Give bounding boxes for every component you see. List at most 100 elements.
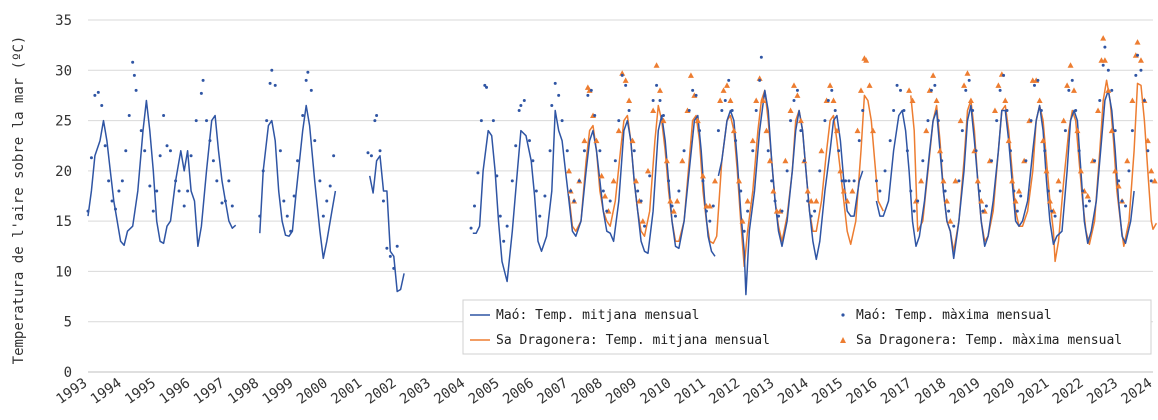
data-point-ma-temp-m-xima-mensual — [1110, 88, 1114, 92]
data-point-ma-temp-m-xima-mensual — [155, 189, 159, 193]
data-point-ma-temp-m-xima-mensual — [691, 88, 695, 92]
legend-box — [462, 299, 1152, 355]
data-point-ma-temp-m-xima-mensual — [375, 114, 379, 118]
data-point-ma-temp-m-xima-mensual — [1113, 129, 1117, 133]
data-point-ma-temp-m-xima-mensual — [565, 149, 569, 153]
data-point-ma-temp-m-xima-mensual — [205, 119, 209, 123]
data-point-ma-temp-m-xima-mensual — [708, 219, 712, 223]
data-point-ma-temp-m-xima-mensual — [902, 109, 906, 113]
data-point-ma-temp-m-xima-mensual — [981, 209, 985, 213]
data-point-ma-temp-m-xima-mensual — [912, 209, 916, 213]
data-point-sa-dragonera-temp-m-xima-mensual — [1070, 87, 1077, 93]
legend-swatch-mao-max — [841, 313, 845, 317]
data-point-ma-temp-m-xima-mensual — [878, 189, 882, 193]
data-point-ma-temp-m-xima-mensual — [485, 85, 489, 89]
data-point-ma-temp-m-xima-mensual — [211, 159, 215, 163]
x-tick-label: 1999 — [260, 375, 297, 407]
data-point-ma-temp-m-xima-mensual — [1146, 149, 1150, 153]
data-point-ma-temp-m-xima-mensual — [476, 171, 480, 175]
data-point-ma-temp-m-xima-mensual — [1142, 98, 1146, 102]
data-point-ma-temp-m-xima-mensual — [1103, 45, 1107, 49]
data-point-sa-dragonera-temp-m-xima-mensual — [663, 157, 670, 164]
data-point-sa-dragonera-temp-m-xima-mensual — [653, 62, 660, 68]
data-point-ma-temp-m-xima-mensual — [1043, 149, 1047, 153]
data-point-ma-temp-m-xima-mensual — [734, 139, 738, 143]
data-point-sa-dragonera-temp-m-xima-mensual — [937, 147, 943, 154]
legend-label-dragonera-max: Sa Dragonera: Temp. màxima mensual — [856, 333, 1122, 348]
data-point-ma-temp-m-xima-mensual — [1024, 159, 1028, 163]
data-point-sa-dragonera-temp-m-xima-mensual — [766, 157, 773, 164]
data-point-ma-temp-m-xima-mensual — [658, 98, 662, 102]
legend: Maó: Temp. mitjana mensual Maó: Temp. mà… — [462, 299, 1152, 355]
data-point-ma-temp-m-xima-mensual — [1053, 214, 1057, 218]
data-point-ma-temp-m-xima-mensual — [304, 78, 308, 82]
data-point-ma-temp-m-xima-mensual — [799, 129, 803, 133]
data-point-ma-temp-m-xima-mensual — [847, 179, 851, 183]
data-point-ma-temp-m-xima-mensual — [742, 229, 746, 233]
data-point-ma-temp-m-xima-mensual — [593, 114, 597, 118]
data-point-sa-dragonera-temp-m-xima-mensual — [961, 82, 968, 88]
data-point-sa-dragonera-temp-m-xima-mensual — [849, 187, 856, 194]
x-tick-label: 2023 — [1084, 375, 1121, 407]
data-point-sa-dragonera-temp-m-xima-mensual — [863, 57, 870, 63]
data-point-ma-temp-m-xima-mensual — [636, 189, 640, 193]
data-point-ma-temp-m-xima-mensual — [289, 229, 293, 233]
data-point-sa-dragonera-temp-m-xima-mensual — [720, 87, 727, 93]
data-point-ma-temp-m-xima-mensual — [89, 156, 93, 160]
data-point-ma-temp-m-xima-mensual — [857, 139, 861, 143]
x-tick-label: 2021 — [1015, 375, 1052, 407]
data-point-sa-dragonera-temp-m-xima-mensual — [660, 117, 667, 124]
data-point-ma-temp-m-xima-mensual — [624, 83, 628, 87]
data-point-sa-dragonera-temp-m-xima-mensual — [1100, 35, 1107, 41]
data-point-sa-dragonera-temp-m-xima-mensual — [756, 75, 763, 81]
data-point-sa-dragonera-temp-m-xima-mensual — [947, 218, 954, 224]
data-point-ma-temp-m-xima-mensual — [100, 103, 104, 107]
data-point-sa-dragonera-temp-m-xima-mensual — [837, 167, 844, 174]
data-point-ma-temp-m-xima-mensual — [795, 88, 799, 92]
legend-label-dragonera-mean: Sa Dragonera: Temp. mitjana mensual — [496, 333, 770, 348]
data-point-ma-temp-m-xima-mensual — [1015, 209, 1019, 213]
data-point-ma-temp-m-xima-mensual — [1012, 189, 1016, 193]
data-point-ma-temp-m-xima-mensual — [1067, 88, 1071, 92]
data-point-ma-temp-m-xima-mensual — [96, 90, 100, 94]
data-point-ma-temp-m-xima-mensual — [758, 78, 762, 82]
data-point-ma-temp-m-xima-mensual — [395, 244, 399, 248]
data-point-ma-temp-m-xima-mensual — [1124, 204, 1128, 208]
data-point-ma-temp-m-xima-mensual — [472, 204, 476, 208]
x-tick-label: 1996 — [157, 375, 194, 407]
data-point-ma-temp-m-xima-mensual — [682, 149, 686, 153]
data-point-ma-temp-m-xima-mensual — [505, 224, 509, 228]
x-tick-label: 2003 — [397, 375, 434, 407]
data-point-sa-dragonera-temp-m-xima-mensual — [1040, 137, 1047, 144]
data-point-sa-dragonera-temp-m-xima-mensual — [918, 177, 925, 184]
x-tick-label: 2012 — [706, 375, 743, 407]
data-point-ma-temp-m-xima-mensual — [936, 119, 940, 123]
data-point-ma-temp-m-xima-mensual — [751, 149, 755, 153]
data-point-ma-temp-m-xima-mensual — [1002, 73, 1006, 77]
data-point-ma-temp-m-xima-mensual — [519, 103, 523, 107]
x-tick-label: 2017 — [878, 375, 915, 407]
data-point-sa-dragonera-temp-m-xima-mensual — [833, 127, 840, 134]
data-point-sa-dragonera-temp-m-xima-mensual — [639, 218, 646, 224]
data-point-sa-dragonera-temp-m-xima-mensual — [957, 117, 964, 124]
data-point-ma-temp-m-xima-mensual — [534, 189, 538, 193]
data-point-sa-dragonera-temp-m-xima-mensual — [694, 117, 701, 124]
data-point-ma-temp-m-xima-mensual — [909, 189, 913, 193]
data-point-sa-dragonera-temp-m-xima-mensual — [626, 97, 633, 103]
data-point-ma-temp-m-xima-mensual — [318, 179, 322, 183]
data-point-ma-temp-m-xima-mensual — [940, 159, 944, 163]
y-tick-label: 20 — [55, 164, 72, 180]
data-point-sa-dragonera-temp-m-xima-mensual — [644, 167, 651, 174]
data-point-ma-temp-m-xima-mensual — [746, 209, 750, 213]
data-point-sa-dragonera-temp-m-xima-mensual — [1060, 117, 1067, 124]
data-point-ma-temp-m-xima-mensual — [131, 60, 135, 64]
data-point-sa-dragonera-temp-m-xima-mensual — [854, 127, 861, 134]
data-point-ma-temp-m-xima-mensual — [498, 214, 502, 218]
data-point-ma-temp-m-xima-mensual — [833, 109, 837, 113]
data-point-ma-temp-m-xima-mensual — [643, 224, 647, 228]
data-point-ma-temp-m-xima-mensual — [93, 93, 97, 97]
data-point-ma-temp-m-xima-mensual — [1063, 129, 1067, 133]
data-point-ma-temp-m-xima-mensual — [943, 189, 947, 193]
data-point-ma-temp-m-xima-mensual — [809, 214, 813, 218]
data-point-sa-dragonera-temp-m-xima-mensual — [670, 208, 677, 214]
